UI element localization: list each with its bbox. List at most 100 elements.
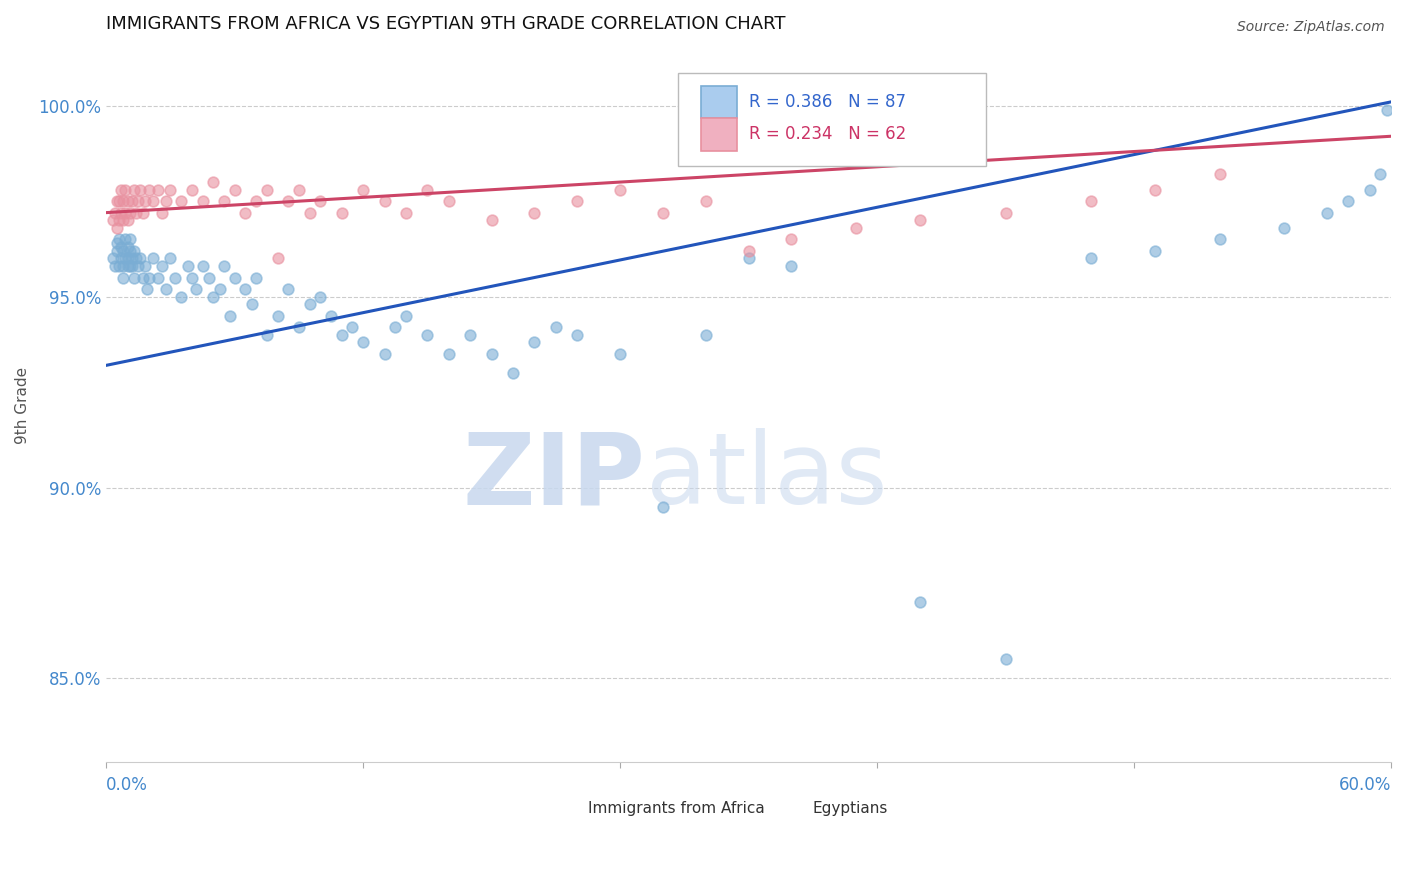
- Point: [208, 282, 231, 296]
- Point: [224, 183, 246, 197]
- Point: [112, 213, 135, 227]
- Point: [105, 236, 128, 251]
- Point: [374, 194, 396, 209]
- Point: [1208, 232, 1230, 246]
- Point: [118, 259, 141, 273]
- Point: [609, 183, 631, 197]
- Point: [567, 327, 589, 342]
- Point: [118, 232, 141, 246]
- Point: [245, 194, 267, 209]
- Point: [112, 259, 135, 273]
- Point: [416, 327, 439, 342]
- Point: [122, 270, 145, 285]
- Point: [112, 244, 135, 258]
- Point: [212, 194, 235, 209]
- Point: [131, 205, 153, 219]
- Point: [330, 205, 353, 219]
- Point: [1369, 168, 1392, 182]
- Point: [155, 194, 177, 209]
- Point: [567, 194, 589, 209]
- Point: [523, 205, 546, 219]
- Point: [114, 183, 136, 197]
- Point: [845, 220, 868, 235]
- Point: [342, 320, 364, 334]
- Point: [138, 270, 160, 285]
- Point: [481, 347, 503, 361]
- Point: [117, 252, 139, 266]
- Point: [129, 183, 152, 197]
- Point: [235, 205, 257, 219]
- Point: [1358, 183, 1381, 197]
- Text: ZIP: ZIP: [463, 428, 645, 525]
- Point: [108, 259, 131, 273]
- Point: [142, 252, 165, 266]
- Point: [277, 282, 299, 296]
- FancyBboxPatch shape: [755, 798, 804, 820]
- Point: [163, 270, 186, 285]
- Point: [416, 183, 439, 197]
- Text: Source: ZipAtlas.com: Source: ZipAtlas.com: [1237, 20, 1385, 34]
- Point: [117, 240, 139, 254]
- Point: [395, 309, 418, 323]
- Point: [266, 252, 288, 266]
- Point: [110, 183, 132, 197]
- Point: [240, 297, 263, 311]
- Point: [737, 244, 759, 258]
- Point: [1208, 168, 1230, 182]
- Point: [330, 327, 353, 342]
- Point: [1375, 103, 1398, 117]
- Point: [198, 270, 221, 285]
- Point: [523, 335, 546, 350]
- Point: [1080, 194, 1102, 209]
- Point: [652, 500, 675, 514]
- Point: [146, 270, 169, 285]
- Point: [319, 309, 342, 323]
- Point: [695, 194, 717, 209]
- Point: [180, 183, 202, 197]
- Point: [395, 205, 418, 219]
- Point: [1272, 220, 1295, 235]
- Point: [908, 213, 931, 227]
- FancyBboxPatch shape: [678, 73, 986, 166]
- Point: [1144, 183, 1167, 197]
- Point: [135, 282, 157, 296]
- Point: [170, 290, 193, 304]
- Point: [117, 259, 139, 273]
- Point: [114, 205, 136, 219]
- Point: [481, 213, 503, 227]
- Point: [150, 205, 173, 219]
- Text: atlas: atlas: [645, 428, 887, 525]
- Point: [127, 259, 149, 273]
- Point: [112, 194, 135, 209]
- Point: [256, 327, 278, 342]
- Point: [502, 366, 524, 380]
- Text: 60.0%: 60.0%: [1339, 776, 1391, 794]
- Point: [437, 347, 460, 361]
- Point: [994, 205, 1017, 219]
- Point: [105, 244, 128, 258]
- Point: [125, 205, 148, 219]
- Point: [176, 259, 198, 273]
- Point: [202, 290, 225, 304]
- Point: [105, 194, 128, 209]
- Point: [129, 252, 152, 266]
- Point: [108, 213, 131, 227]
- Point: [105, 220, 128, 235]
- Point: [780, 232, 803, 246]
- Point: [138, 183, 160, 197]
- Point: [104, 205, 127, 219]
- FancyBboxPatch shape: [702, 119, 737, 151]
- Point: [114, 252, 136, 266]
- Point: [298, 297, 321, 311]
- Point: [117, 194, 139, 209]
- Point: [170, 194, 193, 209]
- Point: [112, 270, 135, 285]
- FancyBboxPatch shape: [702, 86, 737, 118]
- Point: [125, 252, 148, 266]
- Point: [101, 213, 124, 227]
- Point: [352, 183, 374, 197]
- Point: [458, 327, 481, 342]
- Point: [352, 335, 374, 350]
- Point: [146, 183, 169, 197]
- Point: [695, 327, 717, 342]
